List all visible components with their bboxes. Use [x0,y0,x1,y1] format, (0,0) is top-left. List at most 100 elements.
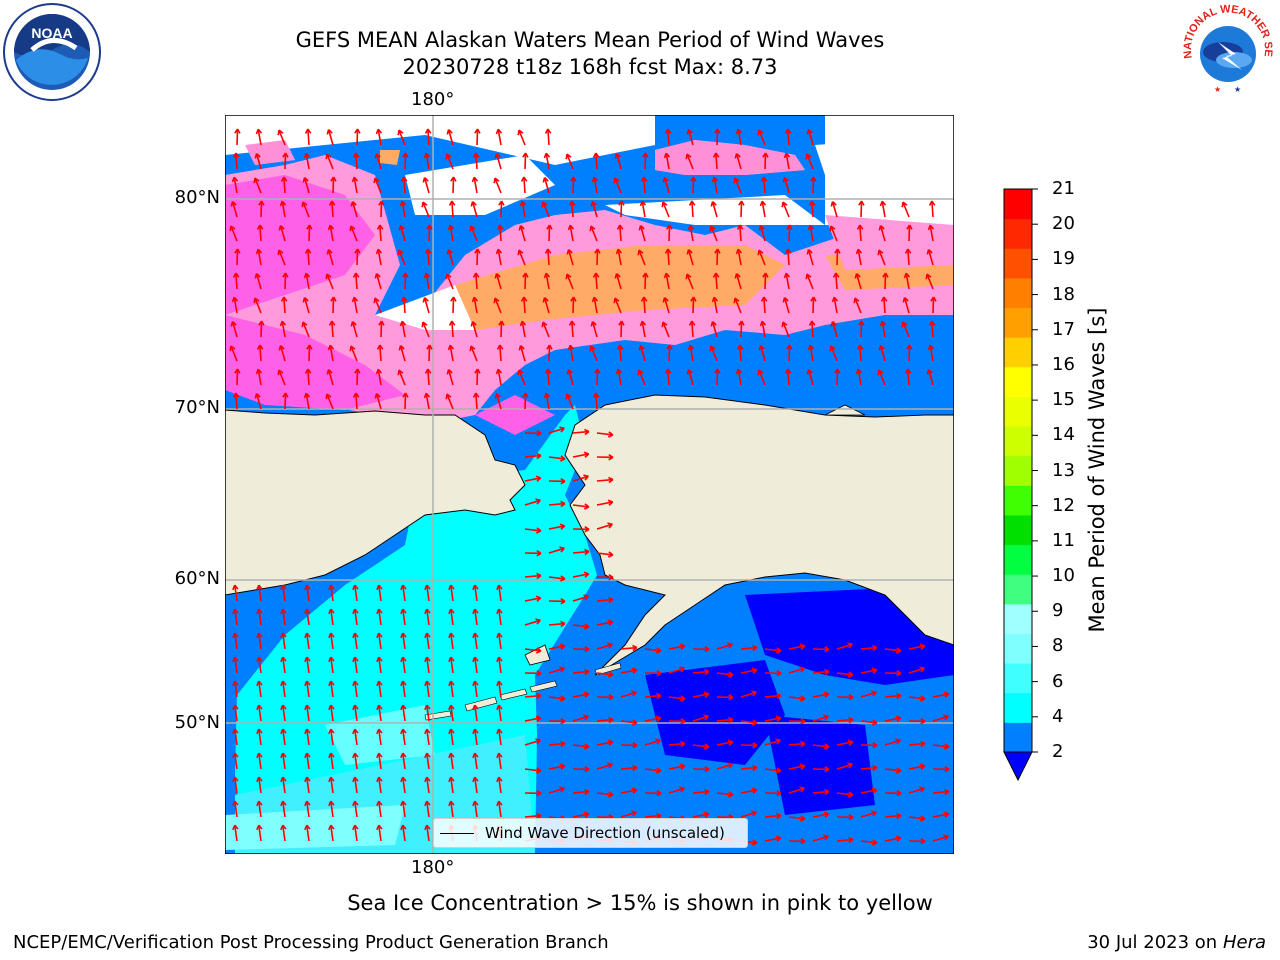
wind-wave-arrow [572,813,589,818]
wind-wave-arrow [233,801,238,818]
wind-wave-arrowhead [328,680,335,687]
wind-wave-arrow [812,744,829,748]
wind-wave-arrow [620,669,637,674]
wind-wave-arrow [380,200,383,218]
wind-wave-arrow [377,729,382,746]
wind-wave-arrow [350,225,358,242]
wind-wave-arrowhead [762,152,769,158]
wind-wave-arrowhead [760,176,768,182]
wind-wave-arrow [662,201,670,218]
wind-wave-arrow [687,369,694,386]
wind-wave-arrow [929,225,934,242]
wind-wave-arrowhead [518,345,525,351]
wind-wave-arrowhead [823,714,829,721]
wind-wave-arrowhead [374,273,381,279]
wind-wave-arrow [787,248,790,266]
wind-wave-arrow [615,273,622,290]
wind-wave-arrow [233,585,238,602]
wind-wave-arrowhead [254,273,261,279]
graticule [225,115,954,854]
wind-wave-arrowhead [352,584,359,591]
wind-wave-arrowhead [230,201,237,207]
wind-wave-arrowhead [374,153,381,159]
wind-wave-arrowhead [824,788,830,796]
wind-wave-arrowhead [591,296,599,303]
wind-wave-arrow [571,200,574,218]
wind-wave-arrow [567,369,574,386]
wind-wave-arrow [303,297,310,314]
wind-wave-arrowhead [871,690,877,697]
wind-wave-arrowhead [496,776,503,783]
wind-wave-arrow [524,272,527,290]
wind-wave-arrow [572,504,589,508]
wind-wave-arrowhead [640,176,648,182]
wind-wave-arrowhead [426,344,433,350]
wind-wave-arrow [254,177,262,194]
wind-wave-arrow [764,768,781,772]
wind-wave-arrow [470,225,478,242]
wind-wave-arrow [236,128,239,146]
wind-wave-arrow [596,672,613,676]
wind-wave-arrow [667,128,670,146]
wind-wave-arrow [497,753,502,770]
wind-wave-arrow [305,609,310,626]
wind-wave-arrow [543,177,550,194]
wind-wave-arrowhead [256,776,263,783]
footer-credit: NCEP/EMC/Verification Post Processing Pr… [13,932,609,953]
wind-wave-arrow [257,249,262,266]
wind-wave-arrowhead [679,666,685,673]
wind-wave-arrow [788,645,805,650]
colorbar-tick-label: 4 [1052,705,1064,727]
wind-wave-arrow [404,392,407,410]
wind-wave-arrowhead [583,714,589,721]
wind-wave-arrowhead [594,248,601,254]
wind-wave-arrow [620,320,623,338]
wind-wave-arrow [281,201,286,218]
wind-wave-arrow [377,129,382,146]
wind-wave-arrow [499,224,502,242]
wind-wave-arrow [351,201,358,218]
wind-wave-arrow [620,766,638,770]
wind-wave-arrowhead [304,752,311,759]
wind-wave-arrow [449,225,454,242]
wind-wave-arrow [548,576,565,580]
wind-wave-arrow [860,720,877,724]
wind-wave-arrow [692,296,695,314]
wind-wave-arrow [878,369,886,386]
wind-wave-arrowhead [280,800,287,807]
wind-wave-arrow [548,667,565,674]
wind-wave-arrowhead [928,200,936,206]
wind-wave-arrow [401,681,406,698]
wind-wave-arrowhead [256,728,263,735]
wind-wave-arrow [379,224,382,242]
wind-wave-arrowhead [424,824,431,831]
wind-wave-arrowhead [517,129,524,136]
wind-wave-arrowhead [495,128,503,135]
wind-wave-arrowhead [282,152,289,158]
wind-wave-arrow [353,297,358,314]
wind-wave-arrow [259,224,262,242]
colorbar-tick-label: 13 [1052,459,1075,481]
wind-wave-arrow [596,523,613,530]
wind-wave-arrowhead [376,680,383,687]
wind-wave-arrow [259,344,262,362]
wind-wave-arrow [807,369,814,386]
wind-wave-arrow [422,321,430,338]
wind-wave-arrowhead [306,344,313,350]
wind-wave-arrow [283,176,286,194]
wind-wave-arrow [596,501,613,506]
wind-wave-arrow [326,393,334,410]
wind-wave-arrow [257,129,262,146]
wind-wave-arrowhead [608,716,614,724]
wind-wave-arrow [860,669,877,674]
wind-wave-arrowhead [495,368,503,375]
wind-wave-arrow [524,152,527,170]
wind-wave-arrow [543,297,550,314]
wind-wave-arrowhead [328,200,336,206]
wind-wave-arrowhead [536,429,542,437]
wind-wave-arrowhead [352,728,359,735]
wind-wave-arrowhead [352,704,359,711]
wind-wave-arrow [257,777,262,794]
wind-wave-arrow [692,715,709,722]
wind-wave-arrowhead [234,368,241,374]
